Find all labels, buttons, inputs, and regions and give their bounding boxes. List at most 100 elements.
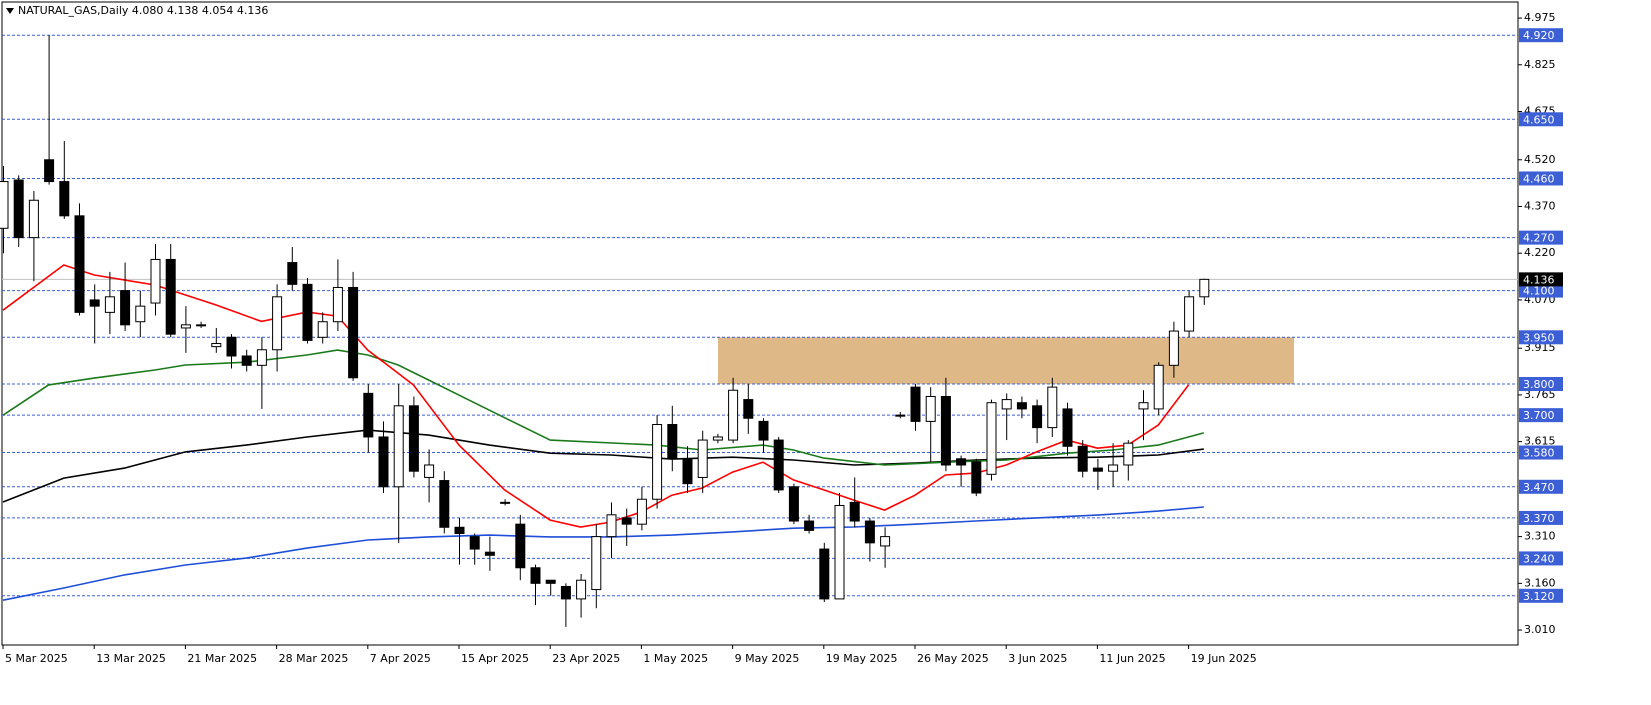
x-tick-label: 28 Mar 2025 [279, 652, 349, 665]
candle-body [560, 585, 571, 600]
candle-body [44, 159, 55, 183]
level-label: 3.700 [1523, 409, 1555, 422]
x-tick-label: 23 Apr 2025 [552, 652, 620, 665]
level-label: 3.370 [1523, 512, 1555, 525]
level-label-box [1519, 479, 1563, 494]
candle-body [880, 536, 891, 547]
level-label-box [1519, 230, 1563, 245]
candle-body [287, 262, 298, 285]
candle-body [895, 414, 906, 417]
y-tick-label: 3.160 [1524, 576, 1556, 589]
level-label-box [1519, 588, 1563, 603]
y-tick-label: 3.010 [1524, 623, 1556, 636]
level-label-box [1519, 28, 1563, 43]
candle-body [1108, 464, 1119, 472]
x-tick-label: 19 Jun 2025 [1191, 652, 1257, 665]
y-tick-label: 3.310 [1524, 530, 1556, 543]
level-label-box [1519, 510, 1563, 525]
candle-body [59, 181, 70, 217]
current-price-label: 4.136 [1523, 273, 1555, 286]
y-tick-label: 4.520 [1524, 153, 1556, 166]
y-tick-label: 4.975 [1524, 11, 1556, 24]
candle-body [241, 355, 252, 366]
candle-body [545, 579, 556, 584]
y-tick-label: 3.765 [1524, 388, 1556, 401]
candle-body [28, 199, 39, 239]
level-label: 3.470 [1523, 481, 1555, 494]
candle-body [302, 283, 313, 341]
candle-body [165, 258, 176, 335]
level-label: 4.920 [1523, 29, 1555, 42]
x-tick-label: 21 Mar 2025 [187, 652, 257, 665]
candle-body [180, 324, 191, 329]
candle-body [408, 405, 419, 472]
candle-body [788, 486, 799, 522]
candle-body [1016, 402, 1027, 410]
plot-frame [1, 1, 1519, 646]
candle-body [1123, 442, 1134, 466]
candle-body [484, 551, 495, 556]
candle-body [104, 296, 115, 313]
level-label-box [1519, 112, 1563, 127]
y-tick-label: 4.370 [1524, 199, 1556, 212]
level-label-box [1519, 283, 1563, 298]
candle-body [89, 299, 100, 307]
candle-body [652, 423, 663, 500]
candle-body [728, 389, 739, 441]
current-price-box [1519, 272, 1563, 287]
candle-body [211, 343, 222, 348]
candle-body [621, 517, 632, 525]
candle-body [530, 567, 541, 584]
y-tick-label: 3.615 [1524, 435, 1556, 448]
candle-body [226, 336, 237, 357]
level-label: 3.800 [1523, 378, 1555, 391]
candle-body [272, 296, 283, 351]
x-tick-label: 11 Jun 2025 [1099, 652, 1165, 665]
candle-body [1001, 399, 1012, 410]
menu-triangle [6, 8, 14, 14]
candle-body [606, 514, 617, 538]
x-tick-label: 9 May 2025 [735, 652, 800, 665]
candle-body [393, 405, 404, 488]
x-tick-label: 5 Mar 2025 [5, 652, 68, 665]
candle-body [804, 520, 815, 531]
candle-body [135, 305, 146, 323]
candle-body [636, 498, 647, 525]
candle-body [469, 536, 480, 550]
candle-body [1062, 408, 1073, 447]
x-tick-label: 19 May 2025 [826, 652, 898, 665]
x-tick-label: 3 Jun 2025 [1008, 652, 1067, 665]
candle-body [697, 439, 708, 478]
level-label: 3.240 [1523, 552, 1555, 565]
candle-body [743, 399, 754, 419]
candle-body [120, 290, 131, 326]
candle-body [773, 439, 784, 491]
candle-body [667, 423, 678, 460]
candle-body [256, 349, 267, 366]
level-label: 4.270 [1523, 232, 1555, 245]
chart-title: NATURAL_GAS,Daily 4.080 4.138 4.054 4.13… [18, 4, 268, 17]
candle-body [1032, 405, 1043, 429]
level-label-box [1519, 551, 1563, 566]
y-tick-label: 4.220 [1524, 246, 1556, 259]
candle-body [378, 436, 389, 488]
candle-body [1199, 278, 1210, 298]
candle-body [196, 324, 207, 327]
candle-body [940, 395, 951, 466]
candle-body [971, 461, 982, 494]
x-tick-label: 7 Apr 2025 [370, 652, 431, 665]
level-label: 3.120 [1523, 590, 1555, 603]
level-label-box [1519, 171, 1563, 186]
level-label: 3.580 [1523, 447, 1555, 460]
candle-body [424, 464, 435, 478]
candle-body [849, 501, 860, 522]
candle-body [576, 579, 587, 600]
x-tick-label: 13 Mar 2025 [96, 652, 166, 665]
candle-body [439, 480, 450, 528]
candle-body [515, 523, 526, 569]
candle-body [332, 286, 343, 323]
candle-body [454, 526, 465, 535]
candle-body [1138, 402, 1149, 410]
x-tick-label: 26 May 2025 [917, 652, 989, 665]
